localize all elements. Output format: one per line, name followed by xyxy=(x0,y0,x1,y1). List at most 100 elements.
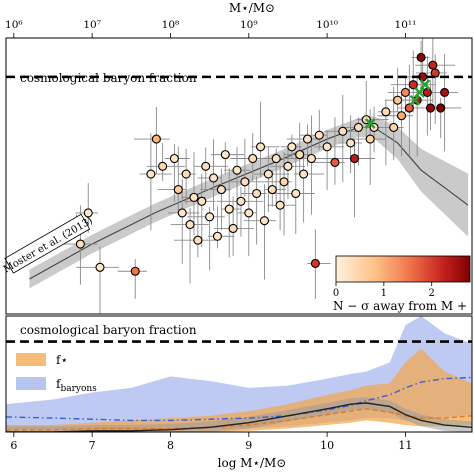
data-point xyxy=(173,185,183,195)
upper-panel-frame xyxy=(5,37,473,315)
data-point xyxy=(244,208,254,218)
data-point xyxy=(193,235,203,245)
data-point xyxy=(267,185,277,195)
upper-panel: cosmological baryon fraction Moster et a… xyxy=(2,38,472,314)
data-point xyxy=(201,161,211,171)
fstar-band xyxy=(6,348,472,432)
top-axis-label: M⋆/M⊙ xyxy=(229,1,275,15)
data-point xyxy=(389,122,399,132)
data-point xyxy=(189,192,199,202)
data-point xyxy=(271,153,281,164)
data-point xyxy=(396,111,407,121)
data-point xyxy=(240,177,250,187)
lower-panel-frame xyxy=(5,315,473,433)
data-point xyxy=(236,196,246,206)
legend-label-fstar: f⋆ xyxy=(56,353,68,367)
data-point xyxy=(130,266,140,276)
colorbar-tick-label: 0 xyxy=(333,288,339,299)
data-point xyxy=(95,262,105,272)
data-point xyxy=(275,200,285,210)
data-point xyxy=(338,126,348,136)
data-point xyxy=(299,169,309,179)
data-point xyxy=(169,153,179,164)
model-band xyxy=(6,397,472,432)
data-point xyxy=(220,150,230,160)
data-point xyxy=(197,196,207,206)
top-tick-label: 10⁶ xyxy=(5,19,23,31)
x-tick-label: 8 xyxy=(167,439,174,452)
moster-label-box xyxy=(4,213,91,274)
x-tick-label: 11 xyxy=(398,439,412,452)
colorbar-label: N − σ away from M + xyxy=(333,299,467,313)
data-point xyxy=(349,153,360,164)
bottom-axis: 6 7 8 9 10 11 xyxy=(10,432,412,452)
top-tick-label: 10⁸ xyxy=(162,19,180,31)
data-point xyxy=(205,212,215,222)
legend-swatch-fstar xyxy=(16,353,46,366)
baryon-fraction-label: cosmological baryon fraction xyxy=(20,71,197,85)
data-point xyxy=(381,107,391,117)
colorbar-tick-label: 2 xyxy=(429,288,435,299)
green-marker xyxy=(414,87,425,98)
data-point xyxy=(422,87,432,97)
data-point xyxy=(393,95,403,105)
data-point xyxy=(224,204,234,214)
data-point xyxy=(365,134,375,144)
data-point xyxy=(185,220,195,230)
top-tick-label: 10⁹ xyxy=(240,19,258,31)
data-point xyxy=(248,153,258,164)
data-point xyxy=(302,134,313,144)
top-tick-label: 10⁷ xyxy=(83,19,101,31)
x-tick-label: 10 xyxy=(320,439,334,452)
data-point xyxy=(151,134,161,144)
colorbar-tick-label: 1 xyxy=(381,288,387,299)
data-point xyxy=(158,161,168,171)
baryon-fraction-label-lower: cosmological baryon fraction xyxy=(20,323,197,337)
data-point xyxy=(404,103,414,113)
top-tick-label: 10¹⁰ xyxy=(316,19,338,31)
data-point xyxy=(353,122,363,132)
data-point xyxy=(255,142,266,152)
data-point xyxy=(287,142,297,152)
data-point xyxy=(425,103,436,113)
data-point xyxy=(310,258,320,269)
data-point xyxy=(322,142,332,152)
data-point xyxy=(314,130,324,140)
x-tick-label: 9 xyxy=(245,439,252,452)
data-point xyxy=(216,185,226,195)
data-point xyxy=(259,216,270,226)
data-point xyxy=(181,169,191,179)
data-point xyxy=(75,239,85,249)
data-point xyxy=(232,165,242,175)
data-point xyxy=(208,173,219,183)
data-point xyxy=(279,177,289,187)
data-point xyxy=(440,87,450,97)
data-point xyxy=(228,223,238,234)
x-tick-label: 6 xyxy=(10,439,17,452)
data-point xyxy=(291,188,301,199)
data-point xyxy=(295,150,305,160)
data-point xyxy=(408,80,418,90)
legend-label-fbaryons: fbaryons xyxy=(56,377,97,394)
data-point xyxy=(283,161,293,171)
lower-panel: cosmological baryon fraction f⋆ fbaryons xyxy=(6,316,472,432)
data-point xyxy=(83,208,93,218)
green-marker xyxy=(409,94,421,106)
data-point xyxy=(263,169,273,179)
data-point xyxy=(212,231,223,241)
top-axis: 10⁶ 10⁷ 10⁸ 10⁹ 10¹⁰ 10¹¹ xyxy=(5,19,416,38)
model-line xyxy=(6,402,472,432)
x-axis-label: log M⋆/M⊙ xyxy=(218,456,287,470)
legend-swatch-fbaryons xyxy=(16,377,46,390)
x-tick-label: 7 xyxy=(89,439,96,452)
data-point xyxy=(428,60,438,70)
data-point xyxy=(330,157,340,167)
data-point xyxy=(416,52,426,62)
data-point xyxy=(252,188,262,199)
green-marker xyxy=(364,118,376,129)
data-point xyxy=(177,208,187,218)
colorbar xyxy=(335,255,471,283)
data-point xyxy=(146,169,156,179)
data-point xyxy=(436,103,446,113)
